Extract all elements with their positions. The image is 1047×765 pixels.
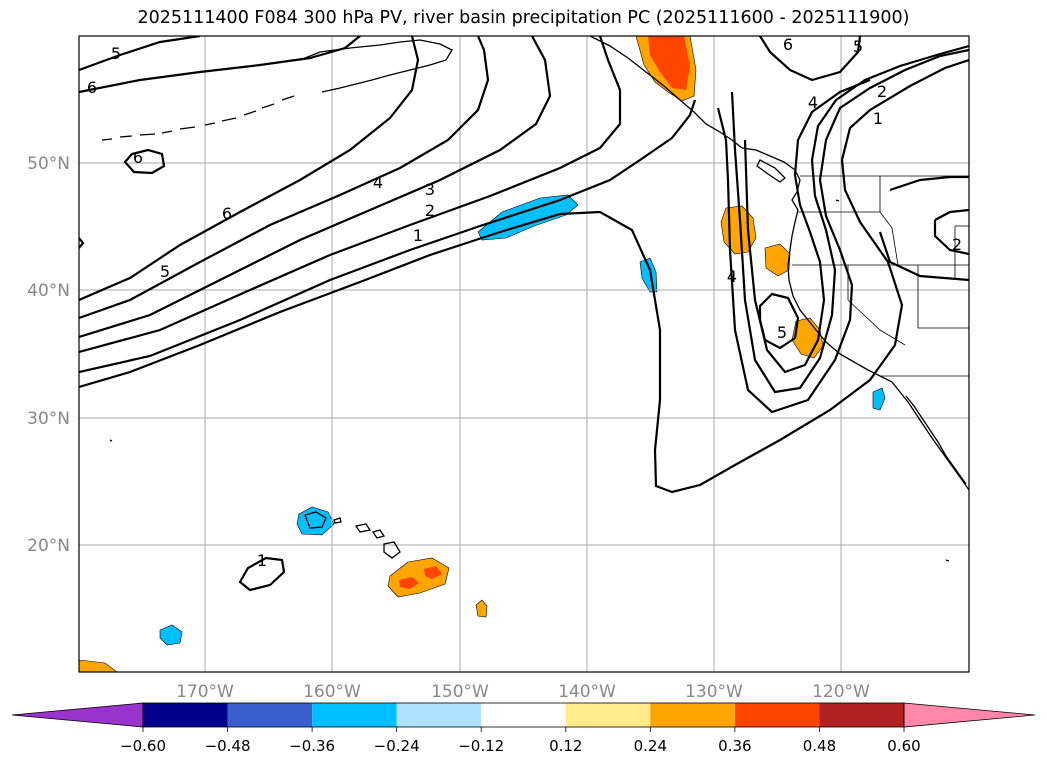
colorbar-cell	[396, 703, 482, 727]
colorbar-tick-label: 0.12	[549, 737, 582, 755]
baja-coast	[891, 381, 969, 491]
lon-label: 140°W	[558, 682, 616, 702]
bc-coast	[741, 147, 801, 211]
contour-label: 6	[783, 35, 793, 54]
colorbar-tick-label: −0.36	[289, 737, 335, 755]
shade-blue-kauai	[296, 506, 335, 536]
lat-axis-labels: 50°N 40°N 30°N 20°N	[27, 154, 70, 556]
shade-blue-sw	[159, 624, 183, 646]
contour-label: 1	[257, 551, 267, 570]
lon-label: 160°W	[303, 682, 361, 702]
contour-label: 4	[808, 93, 818, 112]
contour-label: 2	[952, 235, 962, 254]
contour-label: 3	[425, 180, 435, 199]
shade-orange-corner	[79, 659, 118, 672]
pv-contour-6-small	[123, 148, 166, 175]
contour-labels: 1 1 1 2 2 2 3 4 4 4 5 5 5 5 6 6 6 6	[87, 35, 962, 570]
colorbar-extend-high	[903, 702, 1036, 728]
hawaii-islands	[304, 511, 401, 559]
colorbar-outline	[142, 702, 905, 728]
colorbar-cell	[143, 703, 228, 727]
coastlines	[101, 36, 969, 562]
shade-orange-hawaii	[387, 557, 450, 598]
shade-red-hawaii-2	[424, 566, 442, 579]
lat-label: 20°N	[27, 536, 70, 556]
colorbar-extend-low	[11, 702, 144, 728]
lon-label: 170°W	[176, 682, 234, 702]
map-title: 2025111400 F084 300 hPa PV, river basin …	[137, 8, 910, 28]
contour-label: 6	[87, 78, 97, 97]
shade-blue-nep	[639, 257, 658, 293]
aleutians	[101, 95, 295, 141]
pv-contour-1-hawaii	[238, 556, 286, 592]
sw-islands	[109, 199, 950, 562]
pv-contour-west-edge	[79, 237, 85, 249]
contour-label: 1	[413, 226, 423, 245]
pv-contour-5-main	[79, 36, 800, 350]
colorbar-cell	[481, 703, 566, 727]
pv-contours	[79, 36, 969, 592]
pv-contour-high-left	[79, 36, 361, 94]
vancouver-island	[756, 159, 786, 183]
contour-label: 5	[160, 262, 170, 281]
colorbar-tick-label: 0.36	[718, 737, 751, 755]
colorbar: −0.60 −0.48 −0.36 −0.24 −0.12 0.12 0.24 0.36 0.4…	[11, 702, 1036, 755]
contour-label: 4	[373, 173, 383, 192]
pv-contour-4-main	[79, 36, 871, 374]
pv-contour-far-ne	[878, 175, 969, 282]
contour-label: 5	[111, 44, 121, 63]
state-border-ca-nv	[847, 265, 906, 346]
state-border-nevada-az	[917, 265, 969, 329]
contour-label: 6	[133, 148, 143, 167]
state-border-idaho	[879, 176, 899, 266]
colorbar-tick-label: −0.48	[205, 737, 251, 755]
colorbar-tick-label: 0.24	[634, 737, 667, 755]
colorbar-cell	[650, 703, 735, 727]
pv-contour-6-main	[79, 36, 420, 302]
shade-orange-small	[475, 599, 488, 618]
colorbar-tick-label: 0.60	[887, 737, 920, 755]
shade-orange-nca	[764, 243, 791, 277]
pv-contour-3-main	[79, 36, 969, 394]
graticule	[79, 36, 969, 672]
pv-contour-2-main	[79, 48, 969, 414]
pv-contour-ne-closed	[759, 36, 969, 256]
lat-label: 30°N	[27, 409, 70, 429]
lon-label: 130°W	[685, 682, 743, 702]
lat-label: 40°N	[27, 281, 70, 301]
shade-red-hawaii-1	[399, 577, 419, 589]
colorbar-cell	[819, 703, 904, 727]
colorbar-tick-label: −0.24	[374, 737, 420, 755]
colorbar-tick-label: 0.48	[803, 737, 836, 755]
map-frame	[78, 35, 970, 673]
precip-pc-shading	[79, 36, 886, 672]
contour-label: 5	[853, 37, 863, 56]
shade-blue-baja	[872, 387, 886, 411]
contour-label: 2	[425, 201, 435, 220]
shade-orange-cca	[791, 317, 824, 359]
colorbar-tick-label: −0.60	[120, 737, 166, 755]
colorbar-cell	[227, 703, 313, 727]
contour-label: 2	[877, 82, 887, 101]
us-west-coast	[787, 209, 893, 383]
colorbar-cell	[734, 703, 820, 727]
shade-red-bc	[648, 36, 690, 90]
lon-label: 150°W	[431, 682, 489, 702]
lon-label: 120°W	[812, 682, 870, 702]
alaska-coast	[299, 39, 453, 93]
colorbar-tick-label: −0.12	[458, 737, 504, 755]
contour-label: 1	[873, 109, 883, 128]
contour-label: 4	[727, 267, 737, 286]
contour-label: 6	[222, 204, 232, 223]
contour-label: 5	[777, 323, 787, 342]
lon-axis-labels: 170°W 160°W 150°W 140°W 130°W 120°W	[176, 682, 870, 702]
lat-label: 50°N	[27, 154, 70, 174]
shade-blue-pac	[477, 194, 579, 241]
colorbar-cell	[312, 703, 397, 727]
pv-contour-1-main	[79, 58, 969, 494]
colorbar-cell	[565, 703, 651, 727]
